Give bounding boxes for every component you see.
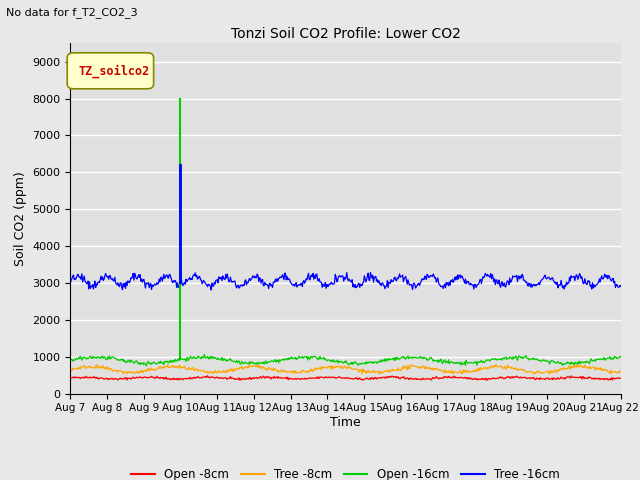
Line: Tree -8cm: Tree -8cm	[70, 365, 621, 374]
Tree -16cm	[189, 273, 196, 279]
Legend: Open -8cm, Tree -8cm, Open -16cm, Tree -16cm: Open -8cm, Tree -8cm, Open -16cm, Tree -…	[127, 463, 564, 480]
Text: No data for f_T2_CO2_3: No data for f_T2_CO2_3	[6, 7, 138, 18]
Y-axis label: Soil CO2 (ppm): Soil CO2 (ppm)	[14, 171, 27, 266]
Line: Tree -16cm: Tree -16cm	[70, 273, 621, 290]
Open -16cm	[220, 357, 227, 362]
Open -8cm	[219, 376, 227, 382]
Tree -8cm	[77, 366, 84, 372]
Open -16cm	[430, 358, 438, 363]
Open -8cm	[617, 375, 625, 381]
Open -8cm	[413, 376, 421, 382]
Tree -16cm	[67, 280, 74, 286]
Tree -16cm	[343, 270, 351, 276]
Tree -8cm	[492, 362, 500, 368]
Tree -16cm	[414, 281, 422, 287]
Title: Tonzi Soil CO2 Profile: Lower CO2: Tonzi Soil CO2 Profile: Lower CO2	[230, 27, 461, 41]
Tree -16cm	[617, 283, 625, 289]
Text: TZ_soilco2: TZ_soilco2	[79, 64, 150, 77]
Tree -16cm	[77, 274, 84, 280]
Open -8cm	[77, 375, 84, 381]
Open -16cm	[142, 363, 150, 369]
Open -8cm	[189, 376, 196, 382]
Tree -16cm	[219, 273, 227, 279]
Tree -16cm	[133, 276, 141, 282]
Line: Open -8cm: Open -8cm	[70, 376, 621, 380]
Tree -8cm	[189, 364, 196, 370]
Open -16cm	[67, 357, 74, 363]
Tree -8cm	[133, 370, 141, 376]
Open -8cm	[204, 373, 211, 379]
Tree -8cm	[429, 365, 436, 371]
Tree -8cm	[67, 366, 74, 372]
Tree -8cm	[218, 370, 226, 375]
Tree -16cm	[430, 273, 438, 279]
Tree -16cm	[207, 287, 215, 293]
Open -8cm	[67, 375, 74, 381]
Open -8cm	[429, 375, 437, 381]
Open -16cm	[133, 358, 141, 364]
Open -8cm	[483, 377, 491, 383]
X-axis label: Time: Time	[330, 416, 361, 429]
Open -16cm	[200, 352, 208, 358]
Open -16cm	[77, 353, 84, 359]
Open -8cm	[133, 374, 141, 380]
Line: Open -16cm: Open -16cm	[70, 355, 621, 366]
Open -16cm	[414, 355, 422, 360]
Open -16cm	[190, 354, 198, 360]
Tree -8cm	[530, 371, 538, 377]
Tree -8cm	[413, 364, 420, 370]
Open -16cm	[617, 354, 625, 360]
Tree -8cm	[617, 369, 625, 375]
